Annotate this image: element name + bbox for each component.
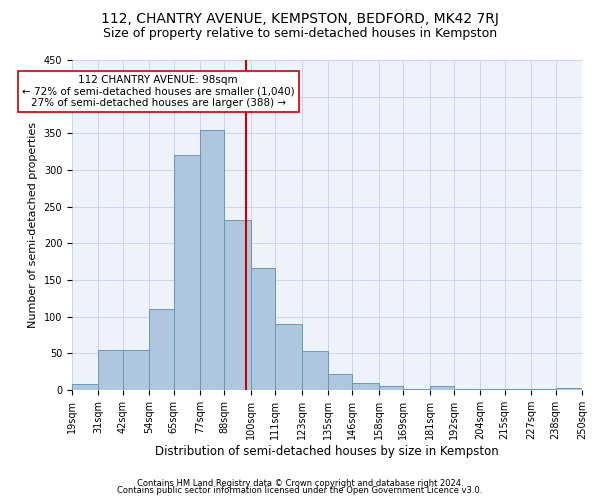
Bar (556, 388, 582, 390)
Bar (173, 154, 200, 390)
Text: Size of property relative to semi-detached houses in Kempston: Size of property relative to semi-detach… (103, 28, 497, 40)
Bar (352, 382, 379, 390)
Bar (328, 374, 352, 390)
Text: 112 CHANTRY AVENUE: 98sqm
← 72% of semi-detached houses are smaller (1,040)
27% : 112 CHANTRY AVENUE: 98sqm ← 72% of semi-… (22, 74, 295, 108)
Bar (224, 220, 251, 390)
Bar (251, 268, 275, 390)
Bar (454, 388, 481, 390)
Bar (72, 384, 98, 390)
Bar (430, 386, 454, 390)
Y-axis label: Number of semi-detached properties: Number of semi-detached properties (28, 122, 38, 328)
Bar (200, 130, 224, 390)
Bar (379, 386, 403, 390)
Text: Contains public sector information licensed under the Open Government Licence v3: Contains public sector information licen… (118, 486, 482, 495)
Bar (123, 350, 149, 390)
Bar (302, 351, 328, 390)
Bar (481, 388, 505, 390)
X-axis label: Distribution of semi-detached houses by size in Kempston: Distribution of semi-detached houses by … (155, 445, 499, 458)
Bar (149, 310, 173, 390)
Text: 112, CHANTRY AVENUE, KEMPSTON, BEDFORD, MK42 7RJ: 112, CHANTRY AVENUE, KEMPSTON, BEDFORD, … (101, 12, 499, 26)
Text: Contains HM Land Registry data © Crown copyright and database right 2024.: Contains HM Land Registry data © Crown c… (137, 478, 463, 488)
Bar (275, 324, 302, 390)
Bar (98, 350, 123, 390)
